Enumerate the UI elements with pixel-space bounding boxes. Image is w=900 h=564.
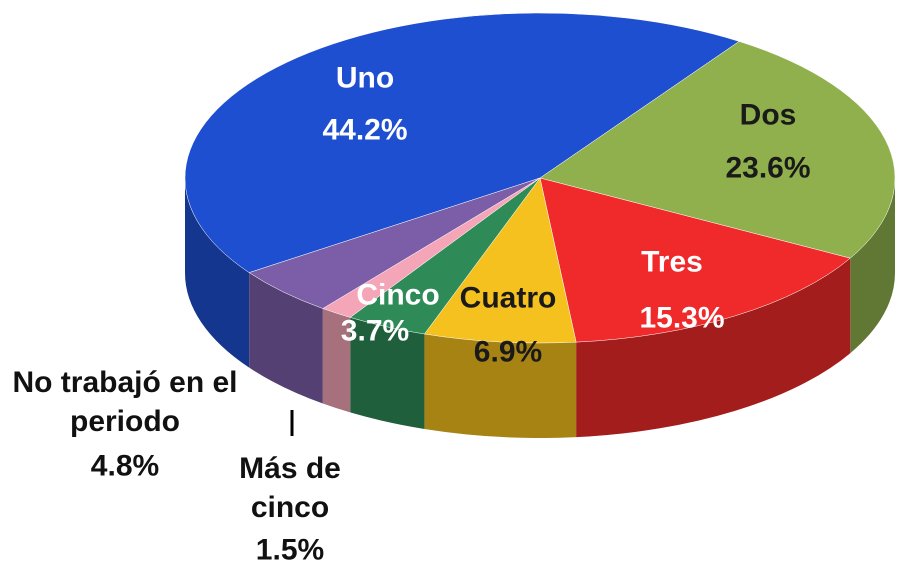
slice-label: Uno [335, 61, 395, 95]
value-label: 1.5% [255, 533, 325, 564]
slice-side [350, 317, 425, 430]
slice [423, 177, 577, 344]
slice [184, 12, 740, 273]
value-label: 4.8% [90, 449, 160, 483]
slice-label: Cuatro [459, 281, 557, 315]
slice-label: No trabajó en el periodo [12, 366, 238, 438]
value-label: 15.3% [639, 301, 725, 335]
slice-label: Más de cinco [239, 452, 341, 524]
slice-side [424, 334, 577, 438]
slice-label: Cinco [356, 278, 440, 312]
slice-side [185, 178, 250, 368]
value-label: 6.9% [473, 335, 543, 369]
value-label: 44.2% [322, 113, 408, 147]
slice-label: Dos [739, 98, 797, 132]
slice-label: Tres [641, 245, 703, 279]
slice [539, 177, 851, 343]
slice-side [850, 178, 895, 354]
slice-side [322, 308, 351, 413]
slice-side [576, 258, 851, 438]
value-label: 3.7% [340, 314, 410, 348]
slice [248, 177, 541, 309]
value-label: 23.6% [725, 151, 811, 185]
slice [539, 41, 896, 259]
slice-side [249, 272, 323, 404]
